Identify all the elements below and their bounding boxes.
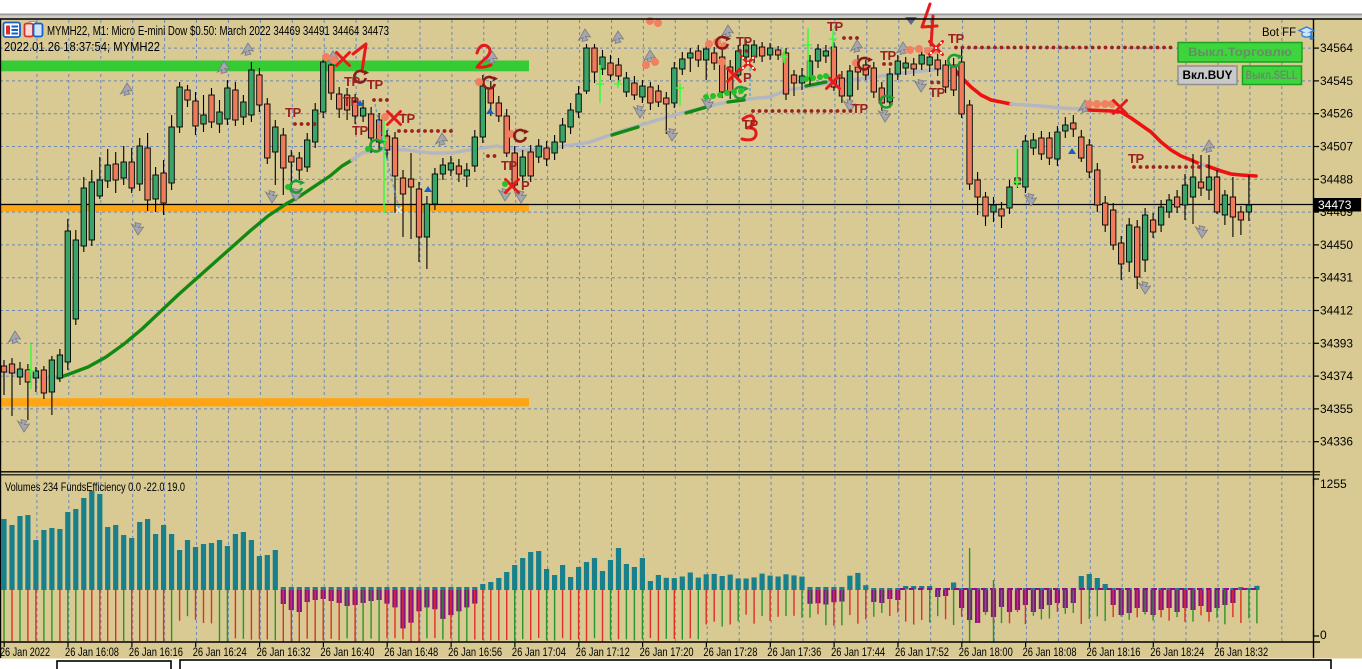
svg-text:26 Jan 17:28: 26 Jan 17:28 — [703, 645, 757, 659]
svg-text:MYMH22, M1: Micro E-mini Dow: MYMH22, M1: Micro E-mini Dow $0.50: Marc… — [47, 24, 389, 38]
svg-text:Выкл.Торговлю: Выкл.Торговлю — [1188, 45, 1292, 59]
svg-text:34450: 34450 — [1320, 238, 1353, 252]
svg-text:TP: TP — [399, 111, 415, 126]
svg-text:TP: TP — [742, 117, 758, 132]
svg-text:TP: TP — [736, 34, 752, 49]
svg-text:1255: 1255 — [1320, 477, 1347, 491]
svg-text:26 Jan 17:44: 26 Jan 17:44 — [831, 645, 885, 659]
svg-text:TP: TP — [1128, 151, 1144, 166]
svg-text:26 Jan 16:16: 26 Jan 16:16 — [129, 645, 183, 659]
svg-text:P: P — [521, 178, 530, 193]
svg-text:26 Jan 18:32: 26 Jan 18:32 — [1214, 645, 1268, 659]
svg-text:34526: 34526 — [1320, 107, 1353, 121]
svg-text:TP: TP — [827, 19, 843, 34]
svg-text:TP: TP — [352, 123, 368, 138]
svg-text:TP: TP — [344, 74, 360, 89]
svg-text:34564: 34564 — [1320, 41, 1353, 55]
svg-text:TP: TP — [880, 48, 896, 63]
svg-text:Выкл.SELL: Выкл.SELL — [1246, 68, 1298, 82]
svg-text:26 Jan 16:40: 26 Jan 16:40 — [320, 645, 374, 659]
svg-text:TP: TP — [367, 77, 383, 92]
svg-text:P: P — [743, 70, 752, 85]
svg-text:26 Jan 17:36: 26 Jan 17:36 — [767, 645, 821, 659]
svg-text:34412: 34412 — [1320, 304, 1353, 318]
svg-text:0: 0 — [1320, 628, 1327, 642]
svg-text:TP: TP — [948, 31, 964, 46]
svg-text:26 Jan 18:16: 26 Jan 18:16 — [1087, 645, 1141, 659]
svg-text:Вкл.BUY: Вкл.BUY — [1183, 68, 1233, 82]
svg-text:34393: 34393 — [1320, 336, 1353, 350]
svg-text:TP: TP — [929, 85, 945, 100]
svg-text:26 Jan 18:24: 26 Jan 18:24 — [1150, 645, 1204, 659]
svg-text:34507: 34507 — [1320, 140, 1353, 154]
svg-text:34355: 34355 — [1320, 402, 1353, 416]
svg-text:26 Jan 17:04: 26 Jan 17:04 — [512, 645, 566, 659]
svg-text:26 Jan 16:08: 26 Jan 16:08 — [65, 645, 119, 659]
svg-text:2022.01.26 18:37:54; MYMH22: 2022.01.26 18:37:54; MYMH22 — [4, 40, 160, 54]
svg-text:34545: 34545 — [1320, 74, 1353, 88]
svg-text:34336: 34336 — [1320, 435, 1353, 449]
svg-text:26 Jan 17:20: 26 Jan 17:20 — [640, 645, 694, 659]
svg-text:34473: 34473 — [1318, 198, 1352, 212]
svg-text:34488: 34488 — [1320, 172, 1353, 186]
svg-text:TP: TP — [501, 158, 517, 173]
svg-text:34431: 34431 — [1320, 271, 1353, 285]
svg-text:26 Jan 17:52: 26 Jan 17:52 — [895, 645, 949, 659]
svg-text:34374: 34374 — [1320, 369, 1353, 383]
svg-text:26 Jan 16:56: 26 Jan 16:56 — [448, 645, 502, 659]
svg-text:26 Jan 16:24: 26 Jan 16:24 — [193, 645, 247, 659]
svg-text:26 Jan 18:00: 26 Jan 18:00 — [959, 645, 1013, 659]
svg-text:Bot FF: Bot FF — [1262, 25, 1296, 39]
svg-text:TP: TP — [852, 101, 868, 116]
svg-text:26 Jan 2022: 26 Jan 2022 — [0, 645, 50, 659]
svg-text:TP: TP — [285, 105, 301, 120]
svg-text:26 Jan 16:32: 26 Jan 16:32 — [257, 645, 311, 659]
svg-text:26 Jan 16:48: 26 Jan 16:48 — [384, 645, 438, 659]
svg-text:26 Jan 18:08: 26 Jan 18:08 — [1023, 645, 1077, 659]
svg-text:Volumes 234 FundsEfficiency 0.: Volumes 234 FundsEfficiency 0.0 -22.0 19… — [5, 480, 185, 494]
svg-text:26 Jan 17:12: 26 Jan 17:12 — [576, 645, 630, 659]
svg-text:TP: TP — [343, 94, 359, 109]
